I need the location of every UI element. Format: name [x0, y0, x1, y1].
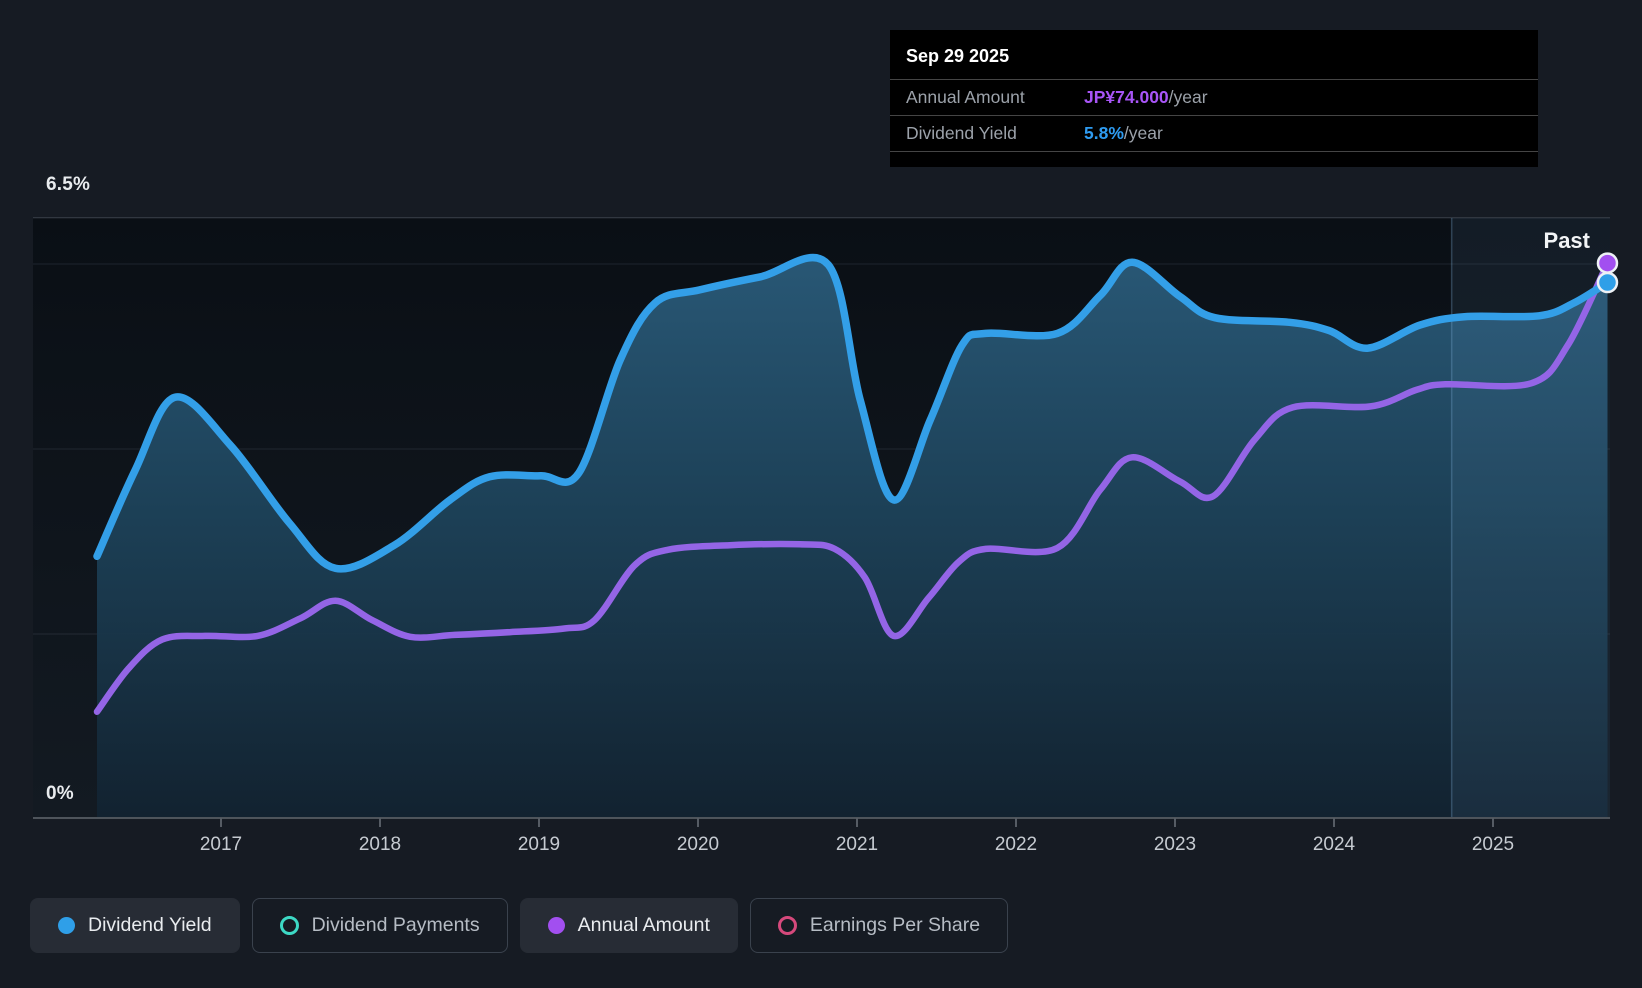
y-axis-zero-label: 0%	[46, 783, 74, 804]
tooltip-dividend-yield-label: Dividend Yield	[906, 123, 1017, 143]
x-tick-label-2023: 2023	[1153, 834, 1197, 855]
legend-button-earnings-per-share[interactable]: Earnings Per Share	[749, 898, 1009, 953]
tooltip-row-dividend-yield: Dividend Yield 5.8%/year	[890, 115, 1538, 152]
chart-tooltip: Sep 29 2025 Annual Amount JP¥74.000/year…	[890, 30, 1538, 167]
legend-button-dividend-payments[interactable]: Dividend Payments	[251, 898, 508, 953]
x-tick-label-2021: 2021	[835, 834, 879, 855]
legend-label: Dividend Payments	[311, 914, 480, 936]
x-tick-label-2024: 2024	[1312, 834, 1356, 855]
tooltip-row-annual-amount: Annual Amount JP¥74.000/year	[890, 79, 1538, 115]
x-tick-label-2020: 2020	[676, 834, 720, 855]
x-tick-label-2019: 2019	[517, 834, 561, 855]
legend-ring-icon	[777, 916, 797, 935]
dividend-yield-area-fill	[97, 257, 1608, 819]
legend-label: Earnings Per Share	[809, 914, 981, 936]
tooltip-date: Sep 29 2025	[906, 46, 1010, 66]
y-axis-max-label: 6.5%	[46, 174, 91, 195]
legend-ring-icon	[279, 916, 299, 935]
past-region-label: Past	[1543, 228, 1590, 253]
legend-button-annual-amount[interactable]: Annual Amount	[519, 898, 738, 953]
dividend-yield-end-marker	[1596, 271, 1619, 294]
legend-label: Dividend Yield	[88, 914, 212, 936]
x-axis-ticks	[220, 818, 1494, 827]
x-tick-label-2022: 2022	[994, 834, 1038, 855]
annual-amount-line	[93, 259, 1611, 715]
legend-button-dividend-yield[interactable]: Dividend Yield	[30, 898, 240, 953]
dividend-yield-line	[93, 253, 1612, 573]
legend-label: Annual Amount	[577, 914, 710, 936]
x-tick-label-2018: 2018	[358, 834, 402, 855]
legend-dot-icon	[58, 917, 75, 934]
tooltip-annual-amount-label: Annual Amount	[906, 87, 1025, 107]
tooltip-dividend-yield-value: 5.8%	[1084, 123, 1124, 143]
chart-legend: Dividend Yield Dividend Payments Annual Am…	[30, 898, 1009, 953]
x-tick-label-2025: 2025	[1471, 834, 1515, 855]
legend-dot-icon	[547, 917, 565, 934]
tooltip-dividend-yield-suffix: /year	[1123, 123, 1163, 143]
tooltip-annual-amount-suffix: /year	[1168, 87, 1208, 107]
annual-amount-end-marker	[1596, 252, 1619, 274]
tooltip-annual-amount-value: JP¥74.000	[1084, 87, 1169, 107]
x-tick-label-2017: 2017	[199, 834, 243, 855]
